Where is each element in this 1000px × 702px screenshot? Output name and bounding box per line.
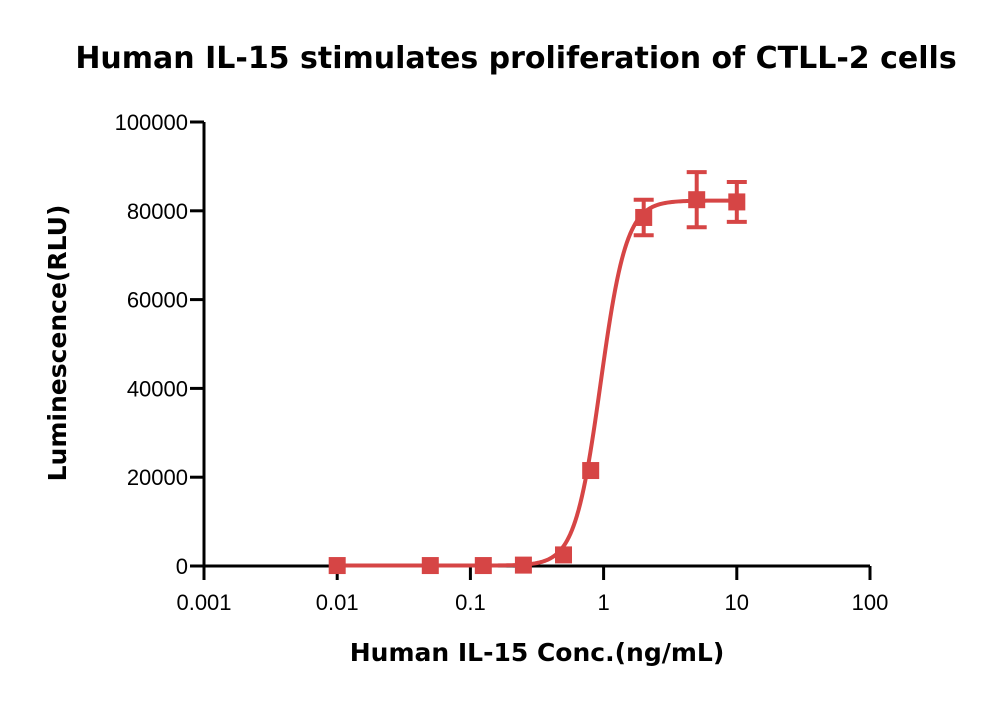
axes xyxy=(202,122,870,568)
data-point xyxy=(421,557,439,575)
x-ticks: 0.001 0.01 0.1 1 10 100 xyxy=(176,566,888,615)
data-point xyxy=(555,546,573,564)
data-point xyxy=(328,557,346,575)
data-point xyxy=(728,193,746,211)
data-point xyxy=(635,208,653,226)
data-point xyxy=(474,557,492,575)
x-tick-label: 0.001 xyxy=(176,590,231,615)
y-tick-label: 0 xyxy=(176,554,188,579)
data-point xyxy=(514,556,532,574)
x-tick-label: 0.01 xyxy=(316,590,359,615)
y-tick-label: 20000 xyxy=(127,465,188,490)
x-tick-label: 10 xyxy=(725,590,749,615)
x-tick-label: 0.1 xyxy=(455,590,486,615)
y-ticks: 0 20000 40000 60000 80000 100000 xyxy=(115,110,204,579)
y-tick-label: 60000 xyxy=(127,288,188,313)
x-axis-label: Human IL-15 Conc.(ng/mL) xyxy=(350,638,725,667)
data-point xyxy=(688,191,706,209)
y-tick-label: 100000 xyxy=(115,110,188,135)
chart-title: Human IL-15 stimulates proliferation of … xyxy=(75,41,956,76)
y-axis-label: Luminescence(RLU) xyxy=(43,205,72,482)
x-tick-label: 100 xyxy=(852,590,889,615)
x-tick-label: 1 xyxy=(597,590,609,615)
data-points xyxy=(328,170,747,575)
data-point xyxy=(582,462,600,480)
y-tick-label: 40000 xyxy=(127,376,188,401)
y-tick-label: 80000 xyxy=(127,199,188,224)
fit-curve xyxy=(336,198,738,568)
